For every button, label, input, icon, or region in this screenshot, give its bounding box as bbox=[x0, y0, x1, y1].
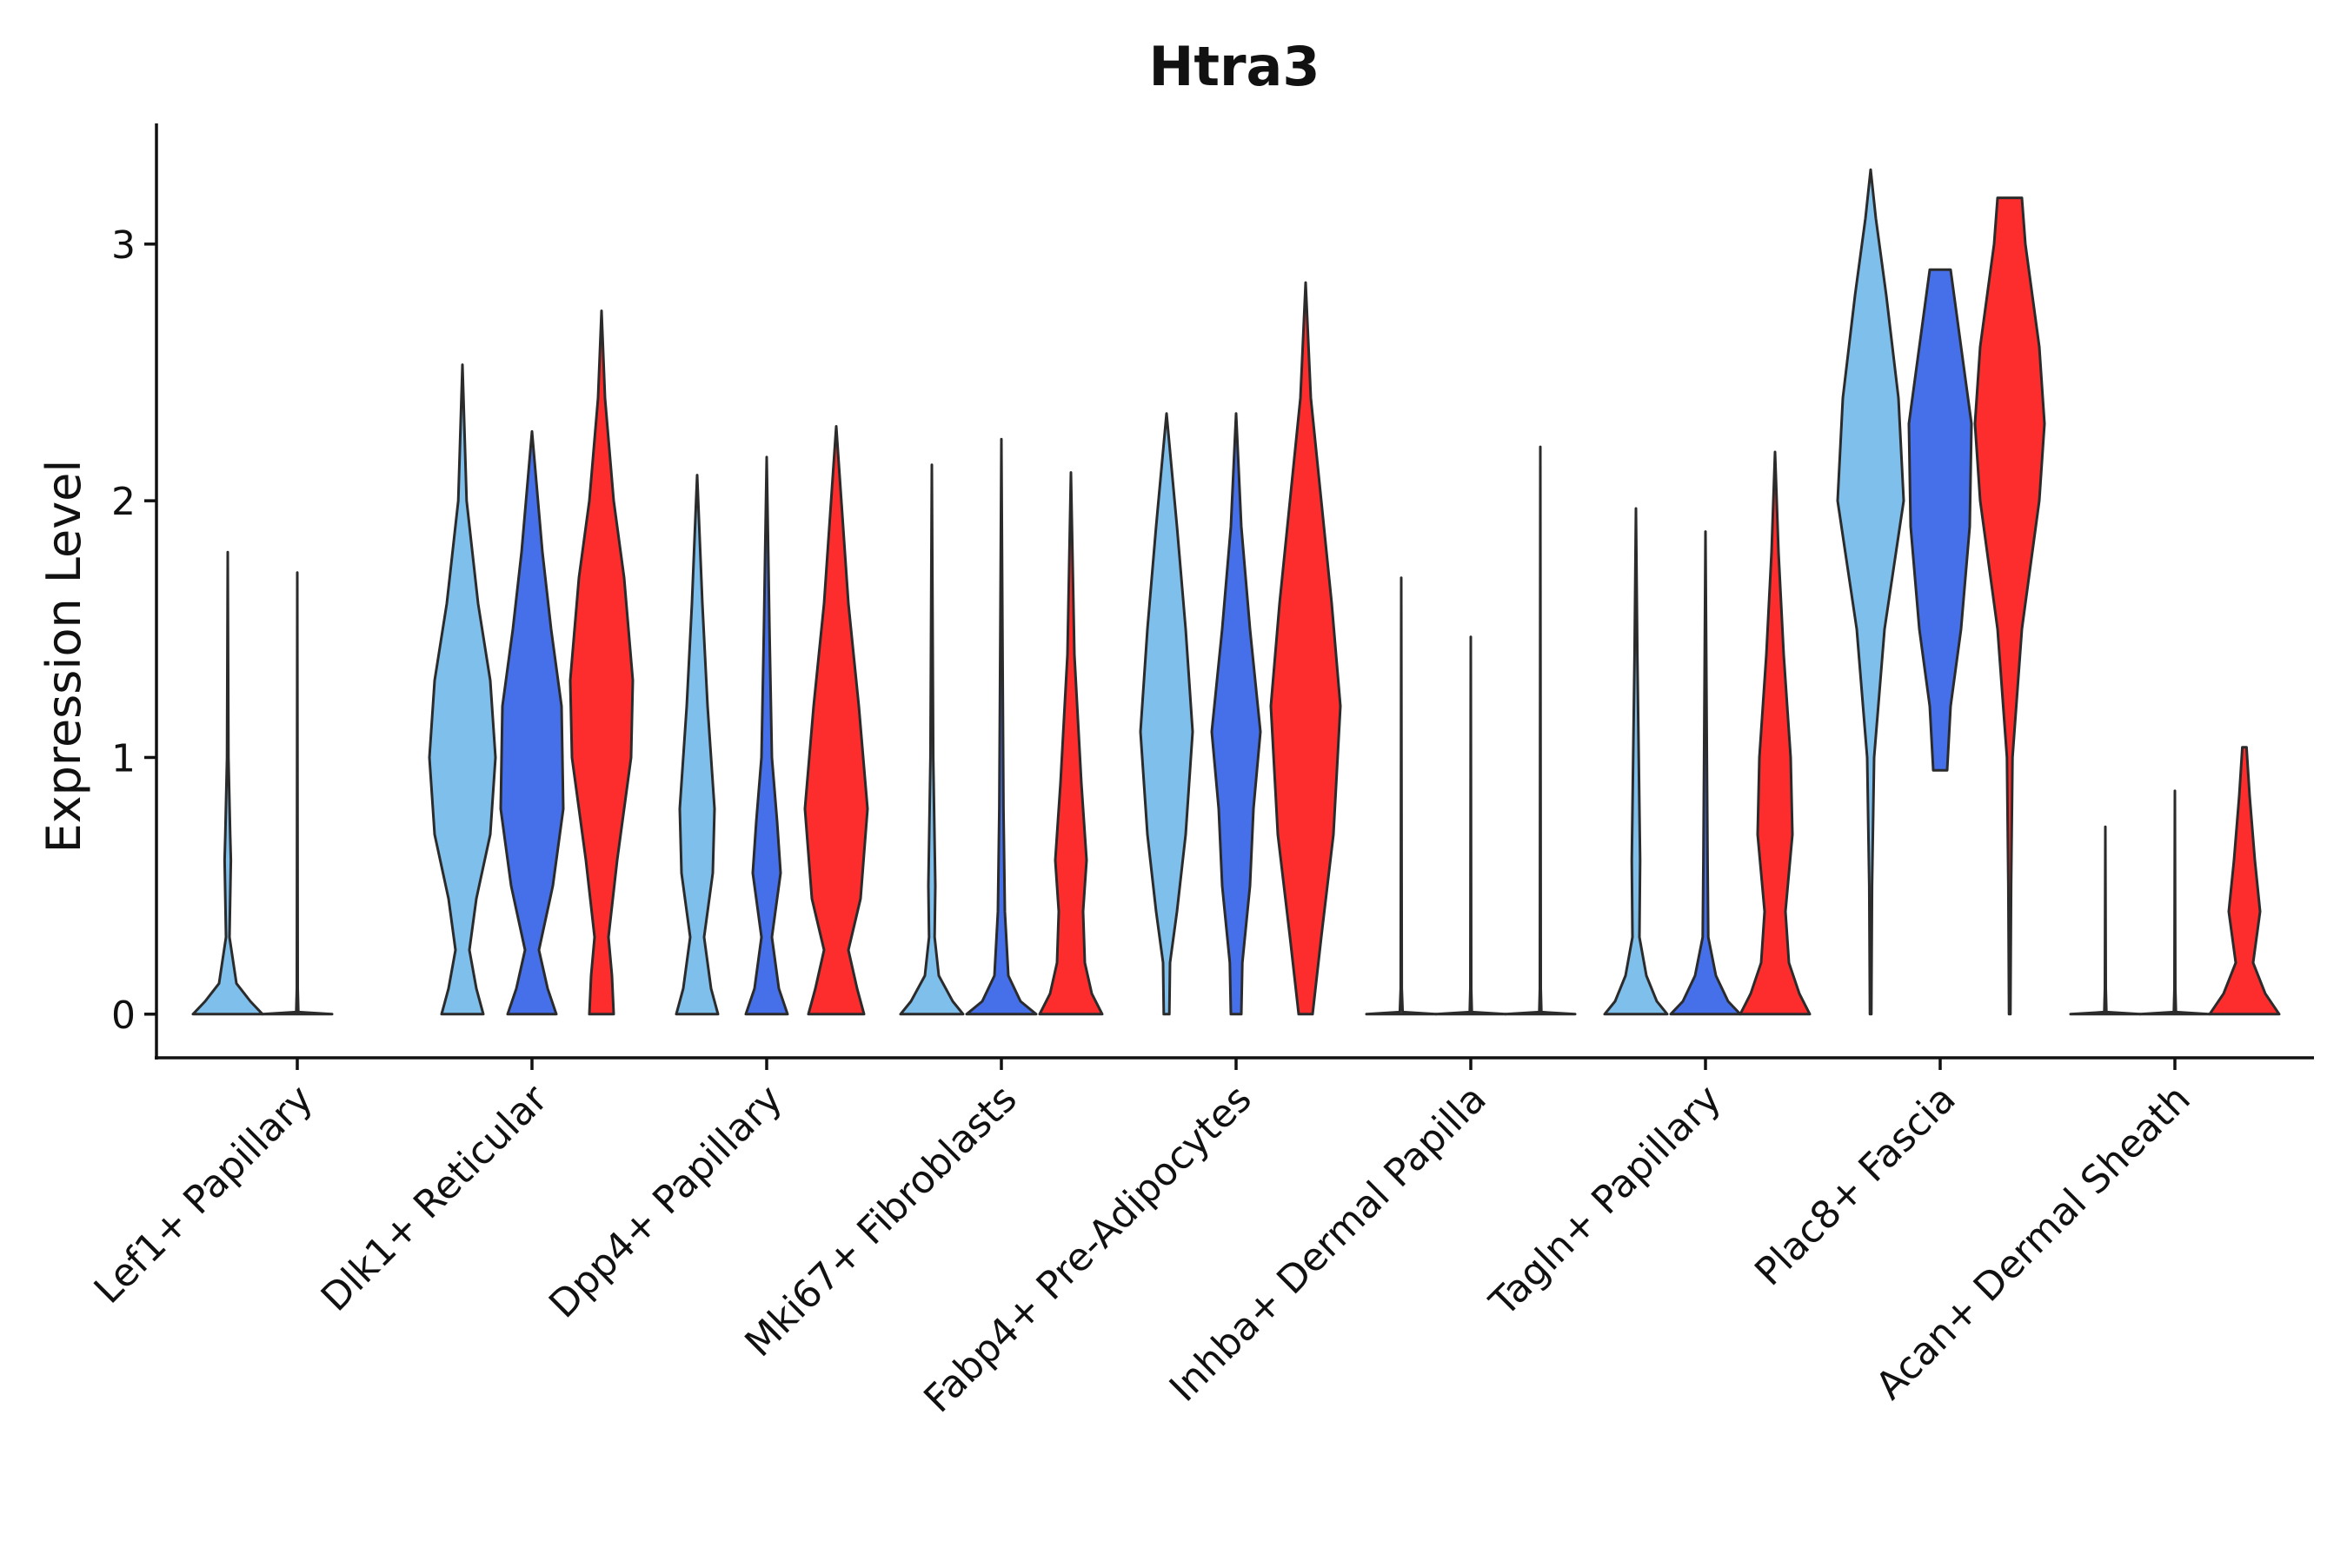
y-tick-label: 0 bbox=[111, 993, 136, 1038]
chart-title: Htra3 bbox=[1148, 35, 1320, 98]
y-tick-label: 3 bbox=[111, 223, 136, 268]
violin-3-dpp4-papillary bbox=[803, 425, 869, 1016]
violin-1-dlk1-reticular bbox=[428, 363, 497, 1016]
violin-3-tagln-papillary bbox=[1739, 450, 1812, 1016]
x-tick-label: Dpp4+ Papillary bbox=[541, 1077, 791, 1327]
violin-3-plac8-fascia bbox=[1973, 196, 2046, 1016]
violin-3-dlk1-reticular bbox=[568, 309, 635, 1016]
violin-1-lef1-papillary bbox=[191, 550, 264, 1016]
violin-1-fabp4-pre-adipocytes bbox=[1139, 412, 1194, 1016]
violin-2-plac8-fascia bbox=[1907, 268, 1973, 772]
x-tick-label: Tagln+ Papillary bbox=[1481, 1077, 1730, 1325]
y-axis-ticks: 0 1 2 3 bbox=[111, 223, 156, 1038]
violin-1-dpp4-papillary bbox=[675, 474, 720, 1016]
x-tick-label: Dlk1+ Reticular bbox=[313, 1076, 557, 1320]
violin-2-tagln-papillary bbox=[1669, 530, 1742, 1016]
y-tick-label: 2 bbox=[111, 480, 136, 524]
violin-1-acan-dermal-sheath bbox=[2069, 825, 2142, 1016]
violin-2-mki67-fibroblasts bbox=[965, 437, 1038, 1016]
violin-1-inhba-dermal-papilla bbox=[1365, 576, 1438, 1016]
violin-3-fabp4-pre-adipocytes bbox=[1269, 281, 1342, 1016]
y-tick-label: 1 bbox=[111, 736, 136, 781]
violin-2-lef1-papillary bbox=[261, 571, 334, 1016]
x-tick-label: Plac8+ Fascia bbox=[1746, 1077, 1965, 1295]
violin-2-dlk1-reticular bbox=[499, 429, 565, 1016]
violin-group bbox=[191, 168, 2281, 1016]
violin-2-inhba-dermal-papilla bbox=[1434, 635, 1507, 1016]
violin-1-tagln-papillary bbox=[1603, 507, 1669, 1016]
violin-3-acan-dermal-sheath bbox=[2208, 746, 2281, 1016]
y-axis-label: Expression Level bbox=[37, 460, 91, 854]
violin-3-inhba-dermal-papilla bbox=[1504, 445, 1577, 1016]
violin-1-plac8-fascia bbox=[1836, 168, 1905, 1016]
violin-2-acan-dermal-sheath bbox=[2138, 789, 2211, 1016]
x-tick-label: Lef1+ Papillary bbox=[86, 1077, 322, 1312]
violin-1-mki67-fibroblasts bbox=[899, 463, 965, 1016]
violin-2-dpp4-papillary bbox=[744, 455, 789, 1016]
violin-2-fabp4-pre-adipocytes bbox=[1210, 412, 1262, 1016]
violin-3-mki67-fibroblasts bbox=[1038, 471, 1104, 1016]
